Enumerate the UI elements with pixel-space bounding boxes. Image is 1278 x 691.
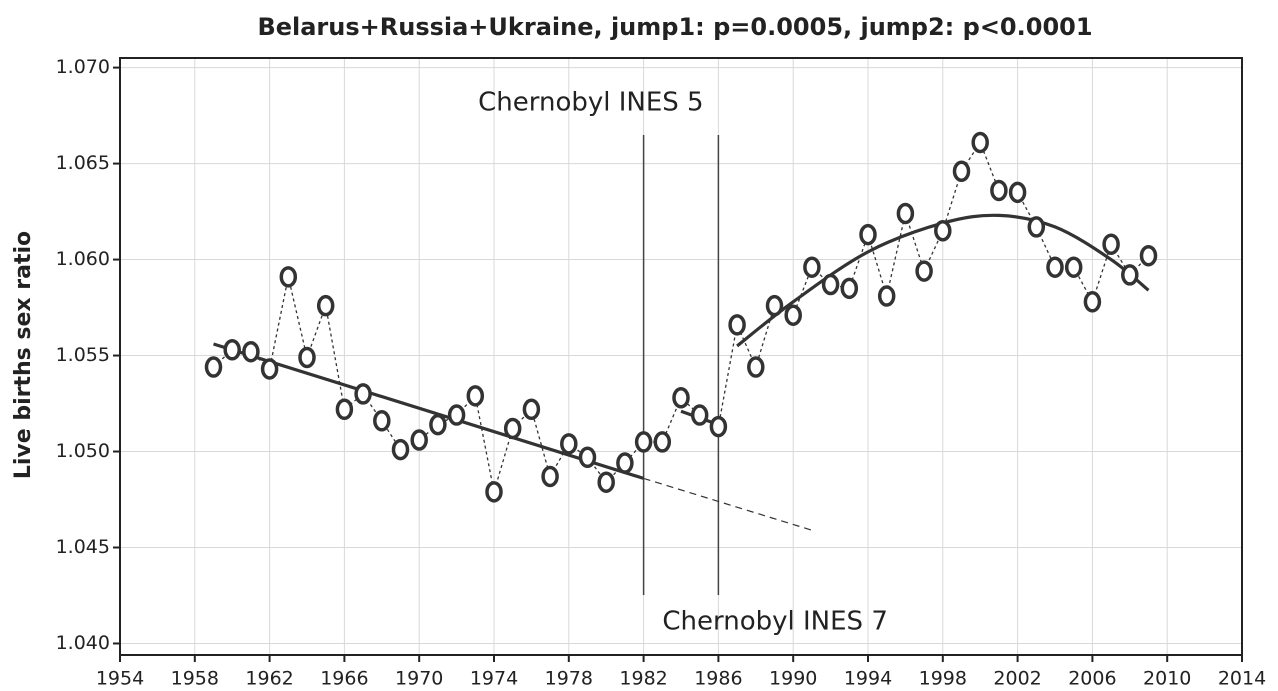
data-point <box>260 358 279 380</box>
event-label: Chernobyl INES 7 <box>662 607 887 637</box>
data-point <box>877 285 896 307</box>
data-point <box>560 433 578 455</box>
data-point <box>765 294 784 317</box>
data-point <box>447 404 466 426</box>
data-point <box>466 385 485 407</box>
data-point <box>1139 244 1158 267</box>
data-point <box>1083 291 1102 313</box>
data-point <box>541 465 559 488</box>
data-point <box>784 304 802 326</box>
data-line <box>213 141 1149 493</box>
chart-title: Belarus+Russia+Ukraine, jump1: p=0.0005,… <box>257 13 1092 41</box>
data-point <box>242 340 260 363</box>
data-point <box>223 339 241 361</box>
y-tick-label: 1.050 <box>56 440 110 462</box>
y-tick-label: 1.065 <box>56 152 110 174</box>
x-tick-label: 1978 <box>545 668 593 690</box>
y-tick-label: 1.060 <box>56 248 110 270</box>
data-point <box>634 431 653 453</box>
data-point <box>690 404 709 426</box>
data-point <box>616 452 634 474</box>
y-tick-label: 1.055 <box>56 344 110 366</box>
data-point <box>298 346 316 369</box>
data-point <box>204 356 223 378</box>
data-point <box>859 223 877 246</box>
data-point <box>1102 233 1120 255</box>
fit-line <box>736 213 1150 348</box>
data-point <box>578 446 597 469</box>
data-point <box>728 314 746 336</box>
x-tick-label: 1994 <box>844 668 892 690</box>
data-point <box>952 160 971 183</box>
data-point <box>429 413 447 436</box>
data-point <box>803 256 821 278</box>
x-tick-label: 2006 <box>1068 668 1116 690</box>
data-point <box>653 431 672 453</box>
data-point <box>279 266 298 288</box>
data-point <box>354 383 372 405</box>
fit-line <box>643 477 813 531</box>
x-tick-label: 1974 <box>470 668 518 690</box>
data-point <box>391 438 410 461</box>
data-point <box>990 179 1008 202</box>
data-point <box>335 398 354 421</box>
data-point <box>1064 256 1083 278</box>
x-tick-label: 2014 <box>1218 668 1266 690</box>
data-point <box>840 277 859 300</box>
y-axis-label: Live births sex ratio <box>11 231 36 479</box>
x-tick-label: 1970 <box>395 668 443 690</box>
x-tick-label: 2002 <box>993 668 1041 690</box>
data-point <box>747 356 765 378</box>
data-point <box>1008 181 1027 204</box>
x-tick-label: 2010 <box>1143 668 1191 690</box>
data-point <box>373 410 391 432</box>
data-point <box>485 481 503 503</box>
data-point <box>503 417 522 440</box>
data-point <box>522 398 541 421</box>
data-point <box>672 387 690 409</box>
y-tick-label: 1.040 <box>56 632 110 654</box>
y-tick-label: 1.070 <box>56 56 110 78</box>
x-tick-label: 1966 <box>320 668 368 690</box>
data-point <box>971 131 989 154</box>
data-point <box>1046 256 1064 278</box>
x-tick-label: 1962 <box>245 668 293 690</box>
data-point <box>934 220 952 242</box>
plot-frame <box>119 57 1243 656</box>
fit-line <box>213 342 645 480</box>
x-tick-label: 1958 <box>171 668 219 690</box>
x-tick-label: 1990 <box>769 668 817 690</box>
data-point <box>896 202 915 225</box>
x-tick-label: 1954 <box>96 668 144 690</box>
data-point <box>410 429 428 451</box>
data-point <box>821 273 840 296</box>
data-point <box>915 260 933 282</box>
data-point <box>1121 264 1139 286</box>
x-tick-label: 1998 <box>919 668 967 690</box>
data-point <box>316 294 335 317</box>
event-label: Chernobyl INES 5 <box>478 88 703 118</box>
data-point <box>709 415 728 438</box>
x-tick-label: 1982 <box>619 668 667 690</box>
x-tick-label: 1986 <box>694 668 742 690</box>
data-point <box>1027 216 1046 238</box>
data-point <box>597 471 615 493</box>
y-tick-label: 1.045 <box>56 536 110 558</box>
